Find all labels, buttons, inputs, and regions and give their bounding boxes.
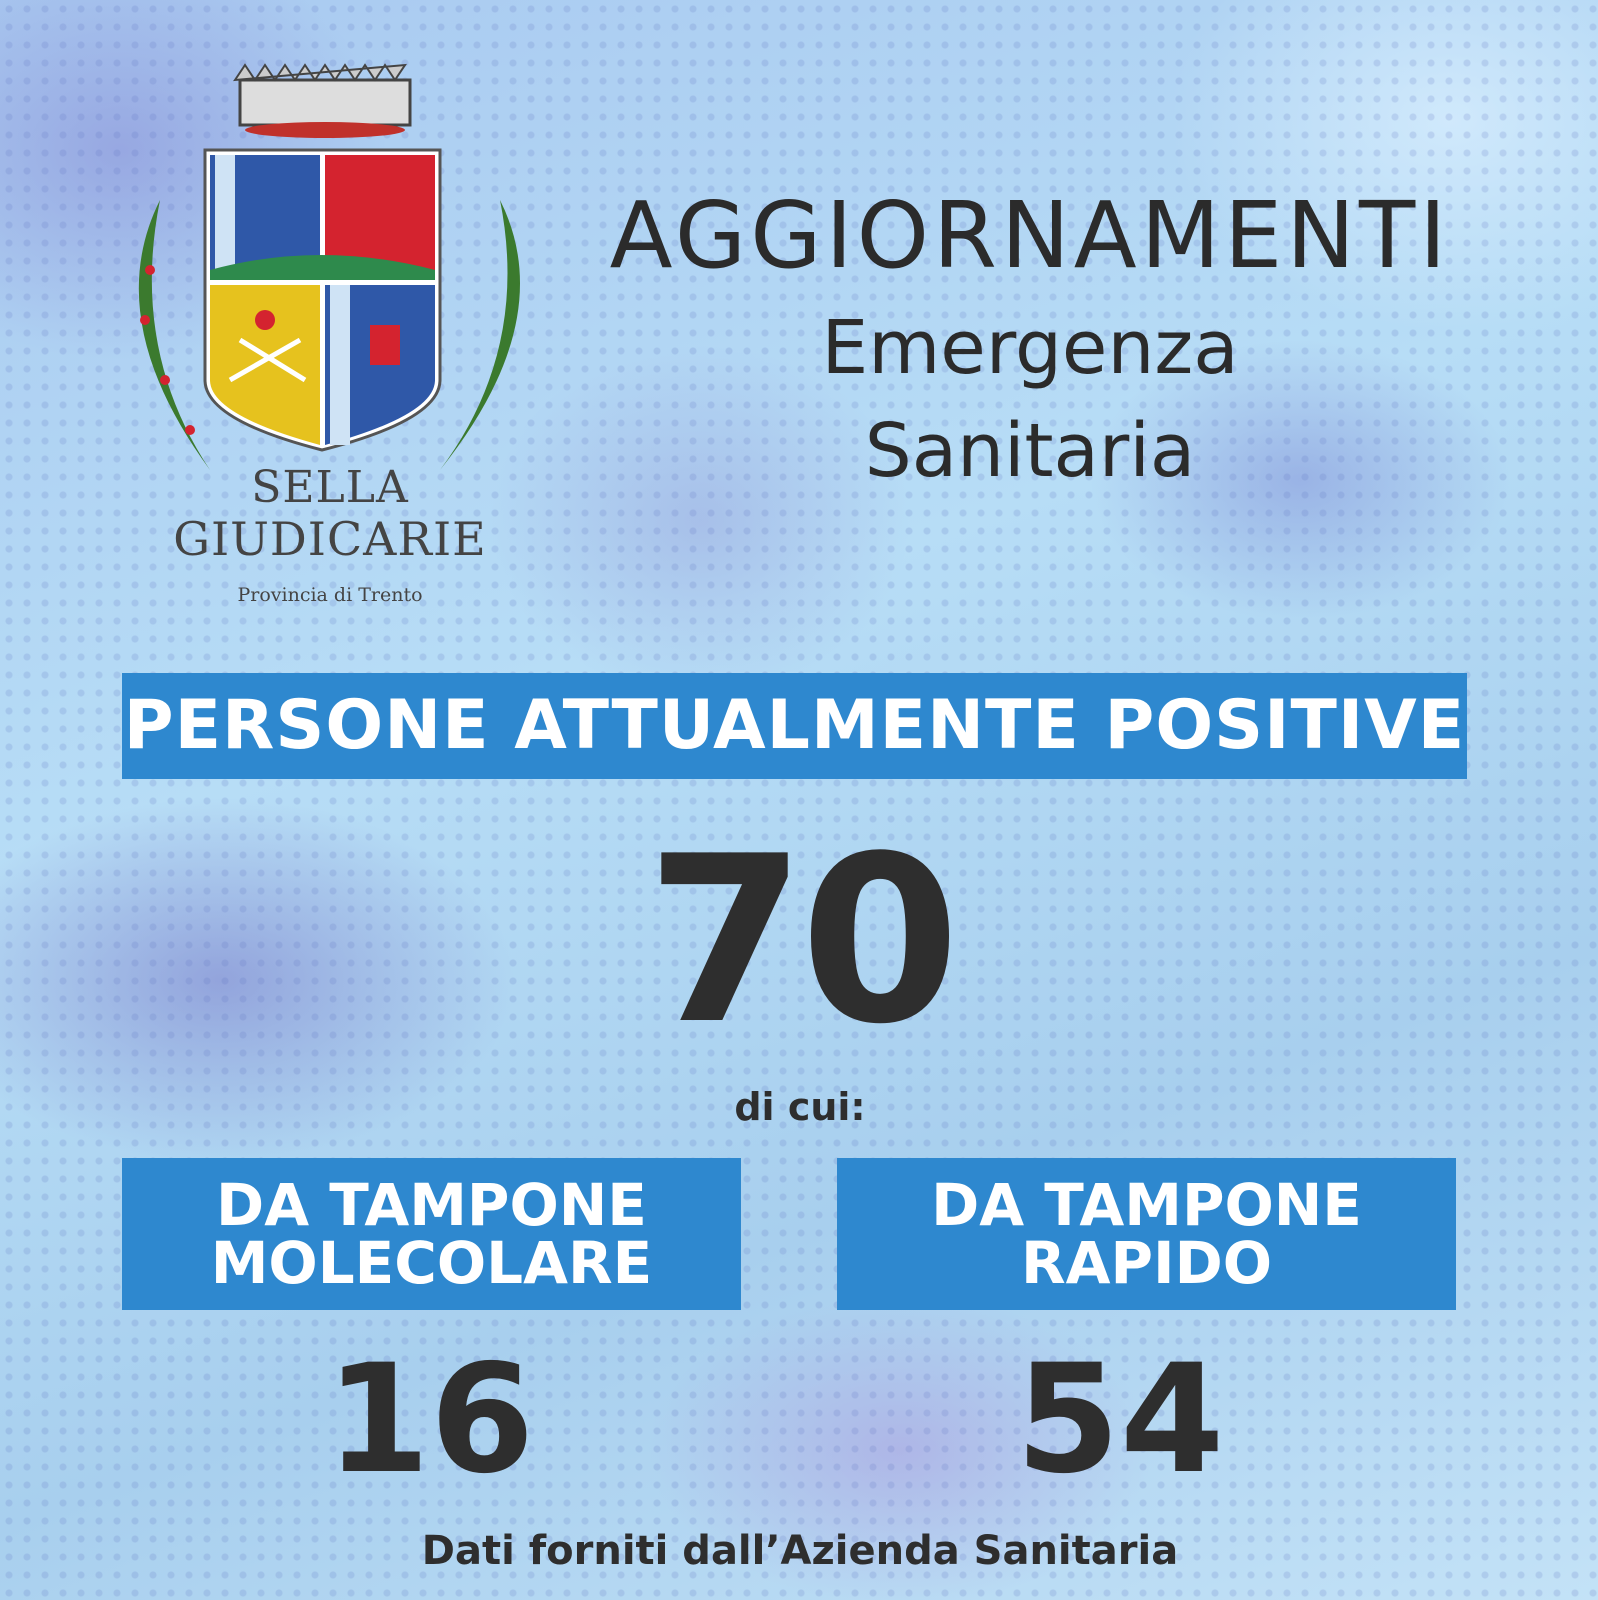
- rapid-test-banner: DA TAMPONE RAPIDO: [837, 1158, 1456, 1310]
- subtitle-line2: Sanitaria: [864, 408, 1196, 494]
- page-title: AGGIORNAMENTI: [609, 182, 1451, 289]
- molecular-label-line1: DA TAMPONE: [216, 1171, 647, 1239]
- subtitle-line1: Emergenza: [821, 305, 1239, 391]
- total-positive-count: 70: [645, 808, 960, 1075]
- molecular-test-banner: DA TAMPONE MOLECOLARE: [122, 1158, 741, 1310]
- coat-of-arms-logo: [138, 63, 520, 470]
- laurel-branch-icon: [138, 200, 520, 470]
- of-which-label: di cui:: [734, 1085, 866, 1129]
- logo-name-line1: SELLA: [251, 462, 409, 513]
- positive-label-banner: PERSONE ATTUALMENTE POSITIVE: [122, 673, 1467, 779]
- rapid-label-line1: DA TAMPONE: [931, 1171, 1362, 1239]
- rapid-count: 54: [1015, 1333, 1225, 1507]
- molecular-label-line2: MOLECOLARE: [210, 1229, 653, 1297]
- data-source-footer: Dati forniti dall’Azienda Sanitaria: [421, 1528, 1179, 1574]
- rapid-label-line2: RAPIDO: [1020, 1229, 1273, 1297]
- shield-icon: [203, 148, 442, 452]
- logo-name-line2: GIUDICARIE: [173, 512, 487, 566]
- molecular-count: 16: [325, 1333, 535, 1507]
- logo-province: Provincia di Trento: [237, 584, 423, 606]
- crown-icon: [233, 63, 412, 138]
